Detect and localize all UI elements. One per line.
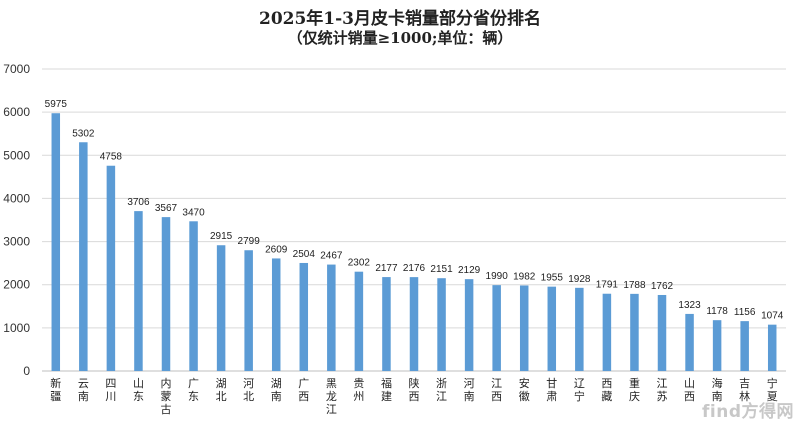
x-tick-label: 新疆 bbox=[50, 376, 61, 403]
bar bbox=[630, 293, 639, 371]
data-label: 2799 bbox=[238, 236, 261, 247]
data-label: 1955 bbox=[541, 273, 564, 284]
x-tick-label: 陕西 bbox=[409, 376, 420, 403]
bar bbox=[409, 277, 419, 371]
data-label: 1990 bbox=[486, 271, 509, 282]
data-label: 3706 bbox=[127, 197, 150, 208]
y-tick-label: 5000 bbox=[3, 148, 30, 162]
x-tick-label: 黑龙江 bbox=[326, 377, 337, 416]
bar bbox=[216, 245, 226, 371]
x-tick-label: 辽宁 bbox=[574, 377, 585, 403]
bar bbox=[354, 271, 364, 371]
data-label: 4758 bbox=[100, 152, 123, 163]
x-tick-label: 湖南 bbox=[271, 377, 282, 403]
x-tick-label: 重庆 bbox=[629, 376, 640, 403]
data-label: 1178 bbox=[706, 306, 728, 317]
data-label: 3567 bbox=[155, 203, 178, 214]
bar bbox=[657, 294, 667, 371]
bar bbox=[327, 264, 336, 371]
bar bbox=[134, 211, 143, 371]
data-label: 2176 bbox=[403, 263, 426, 274]
bar bbox=[547, 286, 557, 371]
y-tick-label: 6000 bbox=[3, 105, 30, 119]
bar bbox=[382, 277, 391, 371]
x-tick-label: 海南 bbox=[712, 376, 723, 403]
data-label: 2177 bbox=[375, 263, 398, 274]
data-label: 1928 bbox=[568, 274, 591, 285]
bar bbox=[437, 278, 446, 371]
x-tick-label: 浙江 bbox=[436, 377, 447, 403]
data-label: 2302 bbox=[348, 258, 371, 269]
x-tick-label: 吉林 bbox=[739, 377, 750, 403]
data-label: 3470 bbox=[182, 207, 205, 218]
y-tick-label: 7000 bbox=[3, 62, 30, 76]
data-label: 1788 bbox=[623, 280, 646, 291]
y-tick-label: 0 bbox=[23, 364, 30, 378]
x-tick-label: 江苏 bbox=[657, 377, 668, 403]
data-label: 2129 bbox=[458, 265, 481, 276]
data-label: 1156 bbox=[734, 307, 756, 318]
data-label: 1791 bbox=[596, 280, 619, 291]
bar bbox=[712, 320, 722, 371]
bar bbox=[299, 262, 309, 371]
x-tick-label: 福建 bbox=[381, 376, 392, 403]
data-label: 2915 bbox=[210, 231, 233, 242]
bar bbox=[464, 279, 474, 371]
bar bbox=[767, 324, 777, 371]
x-tick-label: 广西 bbox=[298, 377, 309, 403]
bar bbox=[492, 285, 501, 371]
bar bbox=[244, 250, 253, 371]
x-tick-label: 四川 bbox=[105, 377, 116, 403]
y-tick-label: 3000 bbox=[3, 235, 30, 249]
data-label: 1074 bbox=[761, 311, 784, 322]
x-tick-label: 江西 bbox=[491, 377, 502, 403]
watermark-logo: find方得网 bbox=[702, 402, 794, 422]
x-tick-label: 贵州 bbox=[353, 377, 364, 403]
data-label: 5975 bbox=[45, 99, 68, 110]
bar bbox=[519, 285, 529, 371]
data-label: 2467 bbox=[320, 251, 343, 262]
bar bbox=[685, 313, 694, 371]
x-tick-label: 山西 bbox=[684, 377, 695, 403]
bar bbox=[51, 113, 61, 371]
data-label: 1982 bbox=[513, 271, 536, 282]
bar bbox=[575, 287, 584, 371]
x-tick-label: 云南 bbox=[78, 377, 89, 403]
x-tick-label: 河南 bbox=[464, 377, 475, 403]
bar bbox=[106, 165, 116, 371]
data-label: 2151 bbox=[430, 264, 453, 275]
x-tick-label: 安徽 bbox=[519, 376, 530, 403]
x-tick-label: 宁夏 bbox=[767, 376, 778, 403]
bar bbox=[161, 217, 171, 371]
data-label: 2504 bbox=[293, 249, 316, 260]
data-label: 2609 bbox=[265, 244, 288, 255]
bar bbox=[602, 293, 612, 371]
chart-subtitle: （仅统计销量≥1000;单位：辆） bbox=[287, 29, 513, 47]
data-label: 1762 bbox=[651, 281, 674, 292]
y-tick-label: 2000 bbox=[3, 278, 30, 292]
x-tick-label: 湖北 bbox=[216, 377, 227, 403]
bar bbox=[271, 258, 281, 371]
bar bbox=[189, 221, 198, 371]
x-tick-label: 甘肃 bbox=[546, 377, 557, 403]
x-tick-label: 西藏 bbox=[601, 377, 612, 403]
x-tick-label: 广东 bbox=[188, 377, 199, 403]
x-tick-label: 河北 bbox=[243, 377, 254, 403]
data-label: 5302 bbox=[72, 128, 95, 139]
data-label: 1323 bbox=[678, 300, 701, 311]
y-tick-label: 4000 bbox=[3, 191, 30, 205]
bar bbox=[79, 142, 88, 371]
x-tick-label: 内蒙古 bbox=[161, 376, 172, 416]
y-tick-label: 1000 bbox=[3, 321, 30, 335]
x-tick-label: 山东 bbox=[133, 377, 144, 403]
bar bbox=[740, 321, 749, 371]
chart-title: 2025年1-3月皮卡销量部分省份排名 bbox=[258, 9, 542, 29]
